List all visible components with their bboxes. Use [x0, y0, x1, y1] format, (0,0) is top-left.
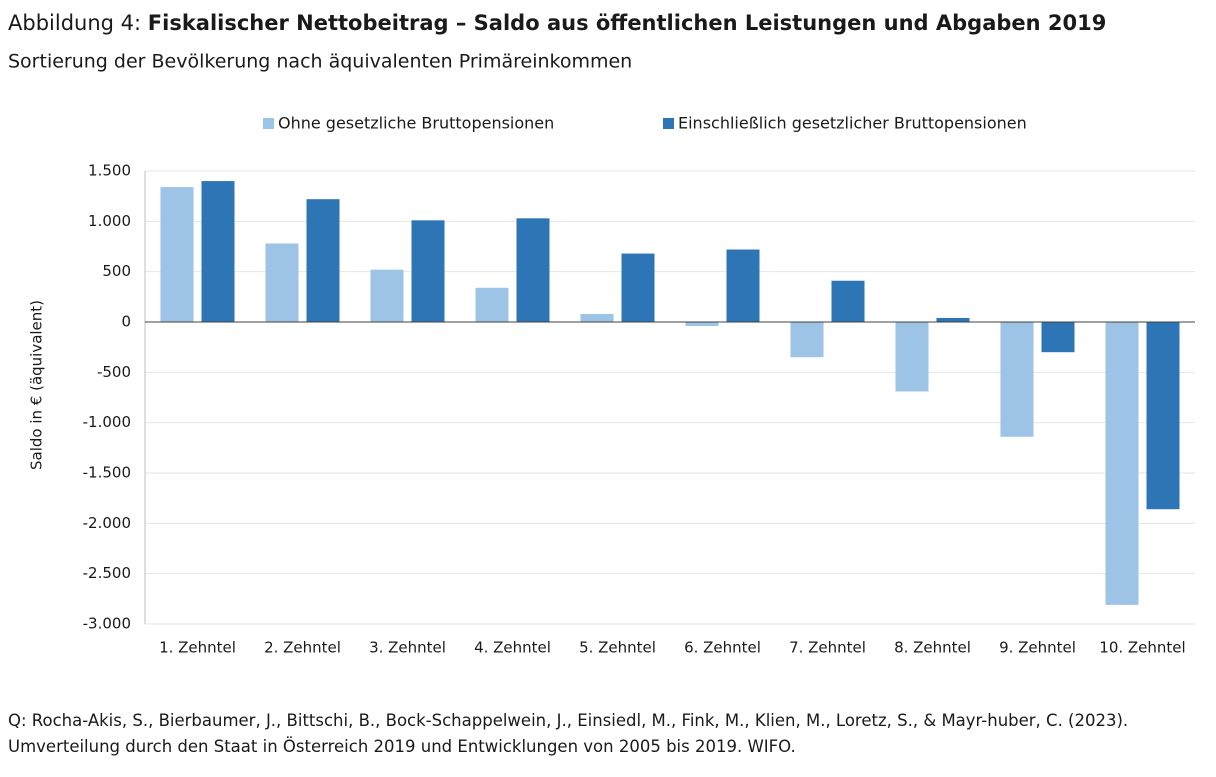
x-tick-label: 1. Zehntel — [159, 639, 236, 657]
bar — [831, 280, 865, 322]
y-tick-label: -1.500 — [83, 464, 131, 482]
x-tick-label: 5. Zehntel — [579, 639, 656, 657]
bar — [895, 322, 929, 392]
bar — [201, 181, 235, 322]
bar — [1105, 322, 1139, 605]
bar — [621, 253, 655, 322]
bar — [160, 187, 194, 322]
chart-subtitle: Sortierung der Bevölkerung nach äquivale… — [8, 51, 632, 73]
x-tick-label: 4. Zehntel — [474, 639, 551, 657]
bar — [580, 313, 614, 322]
legend-label: Ohne gesetzliche Bruttopensionen — [278, 114, 554, 133]
y-tick-label: -1.000 — [83, 413, 131, 431]
bar — [306, 199, 340, 322]
y-tick-label: -500 — [97, 363, 131, 381]
bar — [1146, 322, 1180, 510]
bar — [516, 218, 550, 322]
x-tick-label: 8. Zehntel — [894, 639, 971, 657]
bar — [1041, 322, 1075, 353]
legend-swatch — [263, 118, 274, 129]
chart-heading: Abbildung 4: Fiskalischer Nettobeitrag –… — [8, 11, 1106, 35]
legend-swatch — [663, 118, 674, 129]
figure-label: Abbildung 4: — [8, 11, 141, 35]
y-tick-label: 500 — [102, 262, 131, 280]
source-box: Q: Rocha-Akis, S., Bierbaumer, J., Bitts… — [8, 711, 1129, 756]
y-tick-label: -2.500 — [83, 564, 131, 582]
x-tick-label: 6. Zehntel — [684, 639, 761, 657]
bar — [411, 220, 445, 322]
bar — [790, 322, 824, 358]
source-note: Q: Rocha-Akis, S., Bierbaumer, J., Bitts… — [8, 711, 1129, 756]
y-tick-label: -3.000 — [83, 615, 131, 633]
bar — [685, 322, 719, 327]
x-tick-label: 10. Zehntel — [1099, 639, 1185, 657]
legend-label: Einschließlich gesetzlicher Bruttopensio… — [678, 114, 1027, 133]
bar — [936, 317, 970, 322]
x-tick-label: 9. Zehntel — [999, 639, 1076, 657]
y-tick-label: -2.000 — [83, 514, 131, 532]
x-tick-label: 7. Zehntel — [789, 639, 866, 657]
y-axis-label: Saldo in € (äquivalent) — [28, 300, 46, 470]
chart-title: Fiskalischer Nettobeitrag – Saldo aus öf… — [148, 11, 1107, 35]
bar — [1000, 322, 1034, 437]
x-tick-label: 3. Zehntel — [369, 639, 446, 657]
bar — [475, 287, 509, 322]
bar — [370, 269, 404, 322]
x-tick-label: 2. Zehntel — [264, 639, 341, 657]
y-tick-label: 0 — [121, 313, 131, 331]
bar — [265, 243, 299, 322]
bar — [726, 249, 760, 322]
y-tick-label: 1.500 — [88, 162, 131, 180]
y-tick-label: 1.000 — [88, 212, 131, 230]
